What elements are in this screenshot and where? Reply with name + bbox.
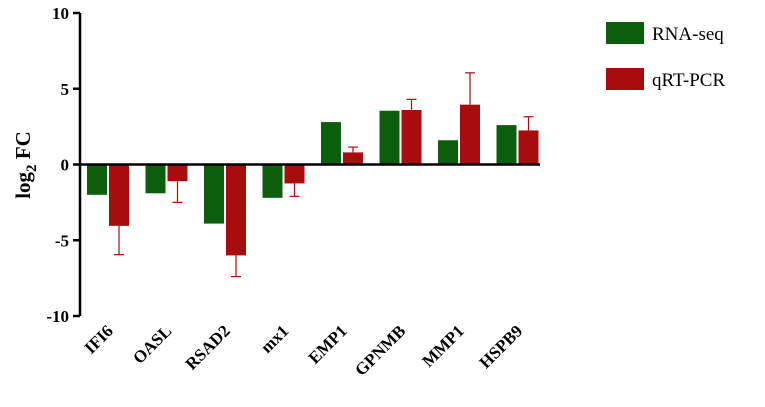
bar-rna-seq-mmp1 [438,140,458,165]
bar-rna-seq-mx1 [262,164,283,198]
bar-rna-seq-emp1 [321,122,341,165]
x-category-label: IFI6 [81,321,117,357]
bar-qrt-pcr-mmp1 [460,104,480,165]
y-axis: 10 5 0 -5 -10 [46,4,82,326]
y-axis-title: log2 FC [11,131,40,199]
bar-rna-seq-oasl [145,164,166,194]
y-axis-title-main: log [11,171,35,198]
x-category-label: EMP1 [305,321,351,367]
bars [87,72,539,278]
bar-qrt-pcr-ifi6 [109,164,129,226]
legend-label: RNA-seq [652,24,724,45]
x-category-label: RSAD2 [182,321,234,373]
category-labels: IFI6 OASL RSAD2 mx1 EMP1 GPNMB MMP1 HSPB9 [81,321,527,379]
bar-qrt-pcr-mx1 [284,164,305,184]
y-axis-title-tail: FC [11,131,35,164]
bar-rna-seq-rsad2 [204,164,224,224]
legend-swatch [606,22,644,44]
y-tick-label: 10 [52,4,69,23]
y-tick-label: 5 [61,80,70,99]
bar-rna-seq-ifi6 [87,164,107,195]
bar-qrt-pcr-rsad2 [226,164,246,256]
legend-swatch [606,68,644,90]
y-tick-label: -5 [55,231,69,250]
bar-qrt-pcr-oasl [167,164,188,182]
legend: RNA-seq qRT-PCR [606,22,725,91]
y-tick-label: 0 [61,156,70,175]
bar-qrt-pcr-emp1 [343,152,363,165]
y-tick-label: -10 [46,307,69,326]
x-category-label: mx1 [257,321,292,356]
x-category-label: OASL [129,321,175,367]
bar-qrt-pcr-hspb9 [518,130,539,165]
bar-qrt-pcr-gpnmb [401,109,422,165]
y-axis-title-sub: 2 [24,164,40,172]
x-category-label: MMP1 [418,321,467,370]
bar-rna-seq-gpnmb [379,110,400,165]
bar-rna-seq-hspb9 [496,125,517,165]
x-category-label: GPNMB [351,321,409,379]
legend-label: qRT-PCR [652,70,725,91]
x-category-label: HSPB9 [475,321,526,372]
